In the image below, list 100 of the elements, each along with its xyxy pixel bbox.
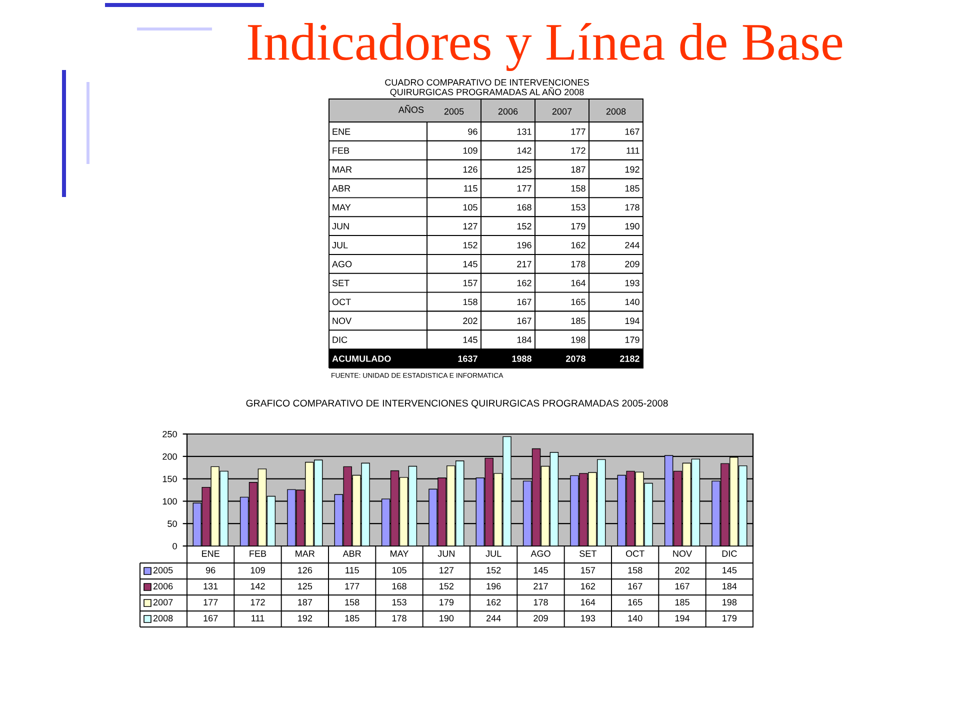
data-label: 198 [722,599,737,606]
data-label: 158 [463,298,478,306]
y-tick-label: FEB [332,147,350,154]
legend-label: 2008 [153,615,173,622]
data-label: 164 [571,280,586,286]
y-tick-label: 50 [168,520,177,527]
data-label: 131 [517,128,532,135]
legend-label: 2007 [153,599,173,606]
data-label: 194 [625,318,640,324]
data-label: 244 [625,242,640,248]
data-label: 190 [625,223,640,230]
y-tick-label: MAR [332,166,352,173]
data-label: 165 [628,599,642,606]
x-tick-label: JUN [438,550,454,557]
y-tick-label: OCT [332,298,351,306]
data-label: 167 [675,583,690,590]
data-label: 184 [722,583,737,590]
data-label: 202 [463,318,478,324]
data-label: 172 [250,599,265,606]
data-label: 185 [345,615,360,622]
data-label: 165 [571,298,586,306]
x-tick-label: 2005 [444,108,464,115]
data-label: 145 [463,260,478,268]
data-label: 126 [463,166,478,173]
data-label: 157 [463,280,478,286]
x-tick-label: MAR [296,550,315,557]
x-tick-label: NOV [673,550,692,557]
data-label: 131 [204,583,218,590]
data-label: 167 [625,128,640,135]
data-label: 140 [625,298,640,306]
data-label: 192 [625,166,640,173]
data-label: 177 [204,599,218,606]
data-label: 187 [571,166,586,173]
data-label: 178 [571,260,586,268]
data-label: 209 [534,615,548,622]
data-label: 164 [581,599,596,606]
x-tick-label: SET [580,550,596,557]
data-label: 167 [517,298,532,306]
data-label: 109 [250,567,265,574]
data-label: 167 [628,583,642,590]
data-label: 196 [486,583,501,590]
y-tick-label: SET [332,280,350,286]
data-label: 127 [440,567,454,574]
data-label: 127 [463,223,478,230]
data-label: 167 [517,318,532,324]
data-label: 96 [468,128,478,135]
x-tick-label: MAY [390,550,408,557]
data-label: 162 [581,583,595,590]
data-label: 178 [625,204,640,211]
legend-label: 2005 [153,567,173,574]
data-label: 111 [626,147,640,154]
x-tick-label: ENE [202,550,220,557]
data-label: 198 [571,336,586,343]
x-tick-label: ABR [342,550,361,557]
data-label: 126 [298,567,312,574]
data-label: 96 [206,567,216,574]
x-tick-label: JUL [486,550,502,557]
chart-title: GRAFICO COMPARATIVO DE INTERVENCIONES QUIRURGICAS PROGRAMADAS 2005-2008 [246,400,668,408]
data-label: 192 [298,615,312,622]
data-label: 153 [571,204,586,211]
data-label: 105 [463,204,478,211]
y-tick-label: 0 [172,542,177,550]
data-label: 193 [625,280,640,286]
data-label: 187 [298,599,312,606]
data-label: 115 [464,185,478,192]
data-label: 105 [392,567,406,574]
y-tick-label: DIC [332,336,348,343]
x-tick-label: AGO [530,550,550,557]
y-axis-title: AÑOS [398,104,424,113]
data-label: 152 [517,223,532,230]
y-tick-label: 200 [162,453,177,460]
data-label: 177 [571,128,586,135]
legend-label: 2006 [153,583,173,590]
x-tick-label: 2008 [606,108,626,115]
data-label: 125 [298,583,312,590]
data-label: 158 [571,185,586,192]
data-label: 145 [534,567,548,574]
data-label: 109 [463,147,478,154]
data-label: 196 [517,242,532,248]
chart-title: Indicadores y Línea de Base [248,22,842,72]
data-label: 2078 [566,356,586,362]
data-label: 125 [517,166,532,173]
y-tick-label: ENE [332,128,350,135]
y-tick-label: MAY [332,204,351,210]
y-tick-label: ABR [332,185,350,192]
data-label: 111 [252,615,264,622]
y-tick-label: 150 [162,476,177,482]
data-label: 168 [517,204,532,211]
data-label: 162 [486,599,501,606]
data-label: 177 [345,583,360,590]
data-label: 158 [628,567,642,574]
data-label: 152 [463,242,478,248]
data-label: 1988 [512,356,532,362]
data-label: 157 [581,567,595,574]
y-tick-label: ACUMULADO [332,356,391,362]
data-label: 217 [517,260,532,268]
data-label: 1637 [458,356,478,362]
data-label: 179 [722,615,737,622]
data-label: 194 [675,615,690,622]
data-label: 152 [486,567,501,574]
